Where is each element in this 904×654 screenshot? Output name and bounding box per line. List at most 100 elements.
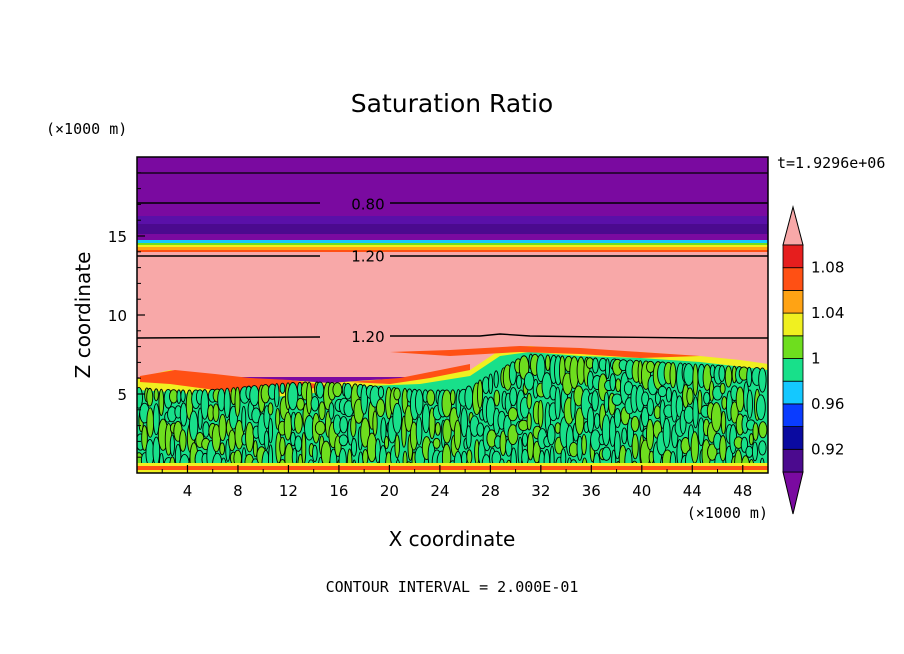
turbulent-cell — [476, 422, 485, 437]
y-tick-label: 15 — [108, 228, 127, 246]
turbulent-cell — [287, 382, 299, 411]
turbulent-cell — [305, 381, 313, 415]
turbulent-cell — [189, 410, 199, 441]
turbulent-cell — [442, 418, 452, 444]
colorbar-segment — [782, 448, 804, 473]
turbulent-cell — [338, 434, 349, 447]
region-dry-band-2 — [137, 224, 768, 234]
turbulent-cell — [477, 379, 484, 409]
turbulent-cell — [591, 357, 599, 374]
turbulent-cell — [657, 385, 668, 398]
turbulent-cell — [683, 405, 695, 424]
turbulent-cell — [218, 413, 227, 442]
turbulent-cell — [296, 397, 305, 411]
turbulent-cell — [586, 406, 595, 434]
turbulent-cell — [526, 431, 535, 461]
turbulent-cell — [719, 382, 726, 395]
turbulent-cell — [332, 382, 343, 398]
turbulent-cell — [380, 417, 387, 443]
turbulent-cell — [601, 414, 611, 447]
turbulent-cell — [279, 382, 286, 394]
turbulent-cell — [301, 432, 307, 465]
turbulent-cell — [756, 394, 766, 421]
plot-area — [137, 157, 768, 473]
turbulent-structure — [137, 353, 768, 473]
colorbar-segment — [782, 267, 804, 291]
colorbar-label: 0.96 — [811, 395, 844, 413]
turbulent-cell — [360, 417, 371, 448]
turbulent-cell — [312, 444, 318, 463]
turbulent-cell — [434, 421, 441, 436]
turbulent-cell — [669, 362, 677, 389]
turbulent-cell — [393, 387, 401, 401]
turbulent-cell — [146, 407, 155, 438]
colorbar-segment — [782, 426, 804, 450]
colorbar-label: 1 — [811, 350, 821, 368]
turbulent-cell — [384, 435, 390, 450]
turbulent-cell — [376, 398, 386, 418]
turbulent-cell — [377, 386, 385, 399]
turbulent-cell — [697, 389, 703, 415]
x-tick-label: 28 — [481, 482, 500, 500]
x-tick-label: 40 — [632, 482, 651, 500]
gradient-band-cyan — [137, 240, 768, 243]
turbulent-cell — [581, 434, 587, 456]
contour-labels: 0.80 1.20 1.20 — [351, 195, 384, 346]
x-tick-label: 12 — [279, 482, 298, 500]
turbulent-cell — [746, 389, 753, 419]
turbulent-cell — [169, 434, 175, 457]
y-axis-label: Z coordinate — [71, 252, 95, 379]
turbulent-cell — [453, 419, 462, 450]
turbulent-cell — [219, 442, 226, 456]
turbulent-cell — [630, 415, 640, 432]
turbulent-cell — [605, 358, 610, 380]
contour-label: 1.20 — [351, 328, 384, 346]
x-tick-label: 20 — [380, 482, 399, 500]
turbulent-cell — [212, 403, 220, 423]
turbulent-cell — [267, 402, 274, 416]
turbulent-cell — [372, 410, 378, 436]
turbulent-cell — [146, 387, 154, 407]
turbulent-cell — [339, 416, 348, 434]
turbulent-cell — [268, 418, 274, 444]
turbulent-cell — [350, 438, 358, 457]
turbulent-cell — [537, 399, 544, 428]
band-transition-red-mid — [350, 364, 470, 384]
x-tick-label: 16 — [329, 482, 348, 500]
y-tick-label: 5 — [117, 386, 127, 404]
turbulent-cell — [745, 445, 754, 458]
turbulent-cell — [279, 436, 286, 457]
turbulent-cell — [665, 386, 672, 403]
turbulent-cell — [318, 401, 326, 421]
turbulent-cell — [662, 417, 671, 449]
turbulent-cell — [294, 435, 303, 452]
turbulent-cell — [554, 386, 561, 420]
colorbar: 0.92 0.96 1 1.04 1.08 — [782, 205, 844, 515]
gradient-band-yellow — [137, 245, 768, 247]
turbulent-cell — [294, 411, 303, 434]
turbulent-cell — [252, 440, 258, 458]
turbulent-cell — [575, 407, 585, 435]
x-tick-label: 8 — [233, 482, 243, 500]
turbulent-cell — [176, 389, 182, 404]
turbulent-cell — [609, 416, 617, 447]
turbulent-cell — [758, 421, 768, 439]
turbulent-cell — [200, 389, 209, 420]
x-tick-label: 4 — [183, 482, 193, 500]
turbulent-cell — [526, 412, 532, 431]
turbulent-cell — [137, 386, 143, 409]
turbulent-cell — [141, 425, 148, 451]
band-transition-red-upper — [390, 346, 700, 358]
colorbar-label: 1.08 — [811, 259, 844, 277]
x-tick-label: 32 — [531, 482, 550, 500]
colorbar-segment — [782, 289, 804, 314]
x-tick-label: 44 — [683, 482, 702, 500]
turbulent-cell — [646, 398, 654, 417]
x-axis: 4 8 12 16 20 24 28 32 36 40 44 48 — [161, 465, 752, 500]
colorbar-over-arrow — [782, 205, 804, 246]
colorbar-segment — [782, 335, 804, 359]
y-axis: 5 10 15 — [108, 172, 145, 458]
turbulent-cell — [683, 363, 695, 386]
turbulent-cell — [197, 407, 203, 430]
turbulent-cell — [521, 432, 529, 447]
